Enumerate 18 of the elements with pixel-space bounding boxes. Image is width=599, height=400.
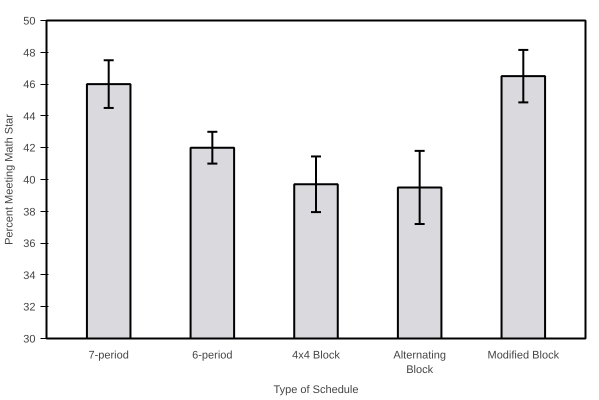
- y-tick-label: 32: [23, 302, 36, 314]
- y-tick-label: 40: [23, 174, 36, 186]
- y-axis-title: Percent Meeting Math Star: [3, 114, 16, 245]
- x-tick-label: 6-period: [192, 350, 233, 362]
- y-tick-label: 50: [23, 16, 36, 28]
- y-tick-label: 48: [23, 47, 36, 60]
- x-tick-label: 4x4 Block: [292, 350, 340, 362]
- y-tick-label: 30: [23, 334, 36, 346]
- y-tick-label: 44: [23, 110, 36, 123]
- y-tick-label: 46: [23, 79, 36, 92]
- x-axis-title: Type of Schedule: [274, 384, 359, 396]
- x-tick-label: Alternating Block: [393, 350, 446, 376]
- x-tick-label: Modified Block: [488, 350, 560, 362]
- y-tick-label: 36: [23, 238, 36, 250]
- y-tick-label: 42: [23, 142, 36, 155]
- y-tick-label: 38: [23, 206, 36, 218]
- y-tick-label: 34: [23, 270, 36, 282]
- x-tick-label: 7-period: [88, 350, 129, 362]
